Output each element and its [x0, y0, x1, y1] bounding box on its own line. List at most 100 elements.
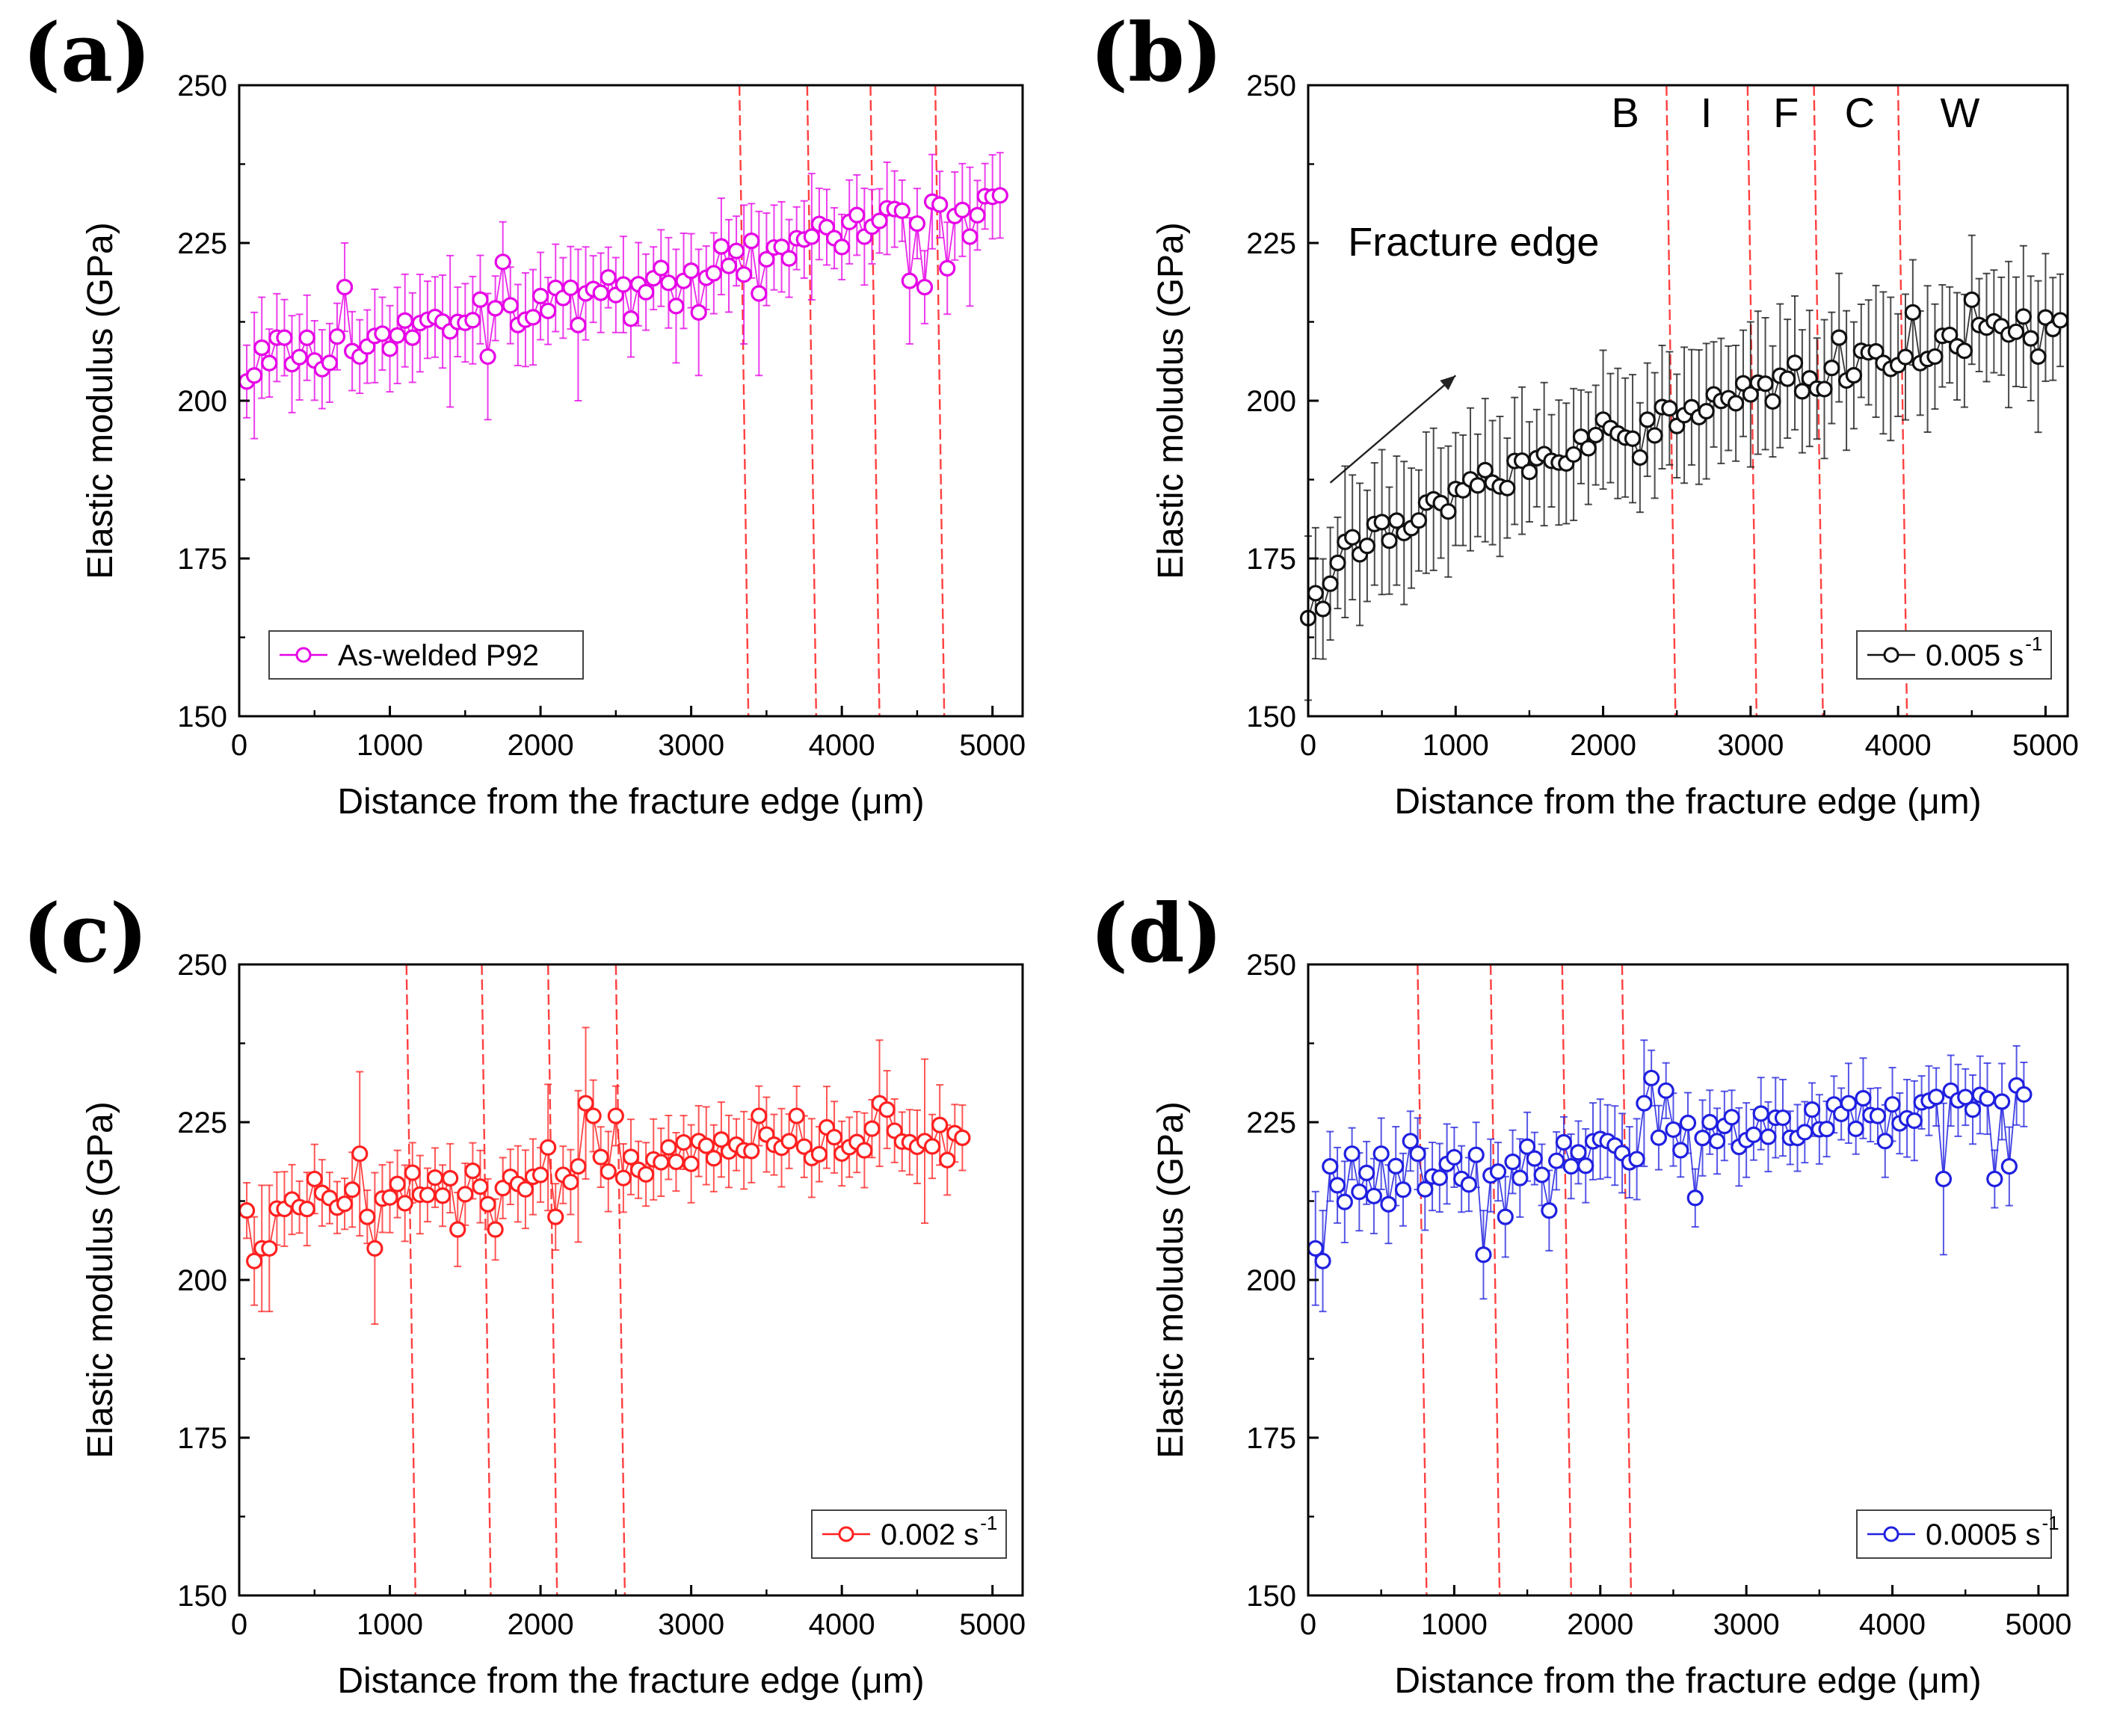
- data-point: [540, 302, 557, 319]
- zone-label: B: [1611, 89, 1639, 136]
- x-tick-label: 1000: [357, 1608, 423, 1641]
- x-tick-label: 4000: [809, 729, 875, 762]
- data-point: [1512, 1169, 1529, 1186]
- x-tick-label: 3000: [1717, 729, 1784, 762]
- data-point: [1587, 426, 1604, 444]
- data-point: [351, 1145, 369, 1163]
- zone-boundary-line: [1813, 84, 1824, 717]
- data-point: [336, 278, 354, 296]
- data-point: [1541, 1202, 1558, 1219]
- legend-superscript: -1: [2041, 1512, 2059, 1534]
- data-point: [1935, 1170, 1953, 1188]
- y-axis-title: Elastic moludus (GPa): [1151, 1101, 1191, 1459]
- data-point: [810, 1145, 828, 1163]
- data-point: [705, 265, 722, 282]
- y-tick-label: 150: [177, 1580, 227, 1613]
- data-point: [848, 206, 866, 224]
- data-point: [1343, 1145, 1361, 1163]
- data-point: [697, 1137, 715, 1154]
- data-point: [517, 1181, 534, 1198]
- y-tick-label: 225: [177, 227, 227, 260]
- data-point: [856, 1142, 873, 1159]
- zone-boundary-line: [738, 84, 750, 717]
- plot-frame: [238, 963, 1024, 1597]
- data-point: [1373, 514, 1390, 531]
- x-tick-label: 5000: [2012, 729, 2079, 762]
- x-tick-label: 0: [1300, 1608, 1316, 1641]
- x-tick-label: 4000: [1859, 1608, 1926, 1641]
- data-point: [939, 1151, 956, 1169]
- data-point: [381, 1189, 398, 1206]
- data-point: [1489, 1163, 1507, 1181]
- data-point: [908, 215, 926, 233]
- data-point: [660, 1139, 677, 1156]
- data-point: [653, 1154, 670, 1171]
- y-tick-label: 200: [177, 1264, 227, 1297]
- y-axis-title: Elastic moludus (GPa): [1151, 222, 1191, 579]
- data-point: [570, 316, 587, 333]
- data-point: [1381, 532, 1398, 550]
- panel-d: (d) 0 1000 2000 3000 4000 5000 150 175 200 225 250 D…: [1090, 887, 2071, 1701]
- data-point: [592, 284, 609, 301]
- data-point: [1876, 1133, 1893, 1150]
- data-point: [878, 1101, 896, 1118]
- y-tick-label: 250: [177, 949, 227, 982]
- data-point: [1446, 1148, 1463, 1166]
- data-point: [1760, 1128, 1777, 1145]
- data-point: [1694, 1130, 1711, 1147]
- data-point: [1650, 1129, 1668, 1146]
- data-point: [1742, 386, 1759, 403]
- x-tick-label: 5000: [959, 729, 1026, 762]
- data-point: [442, 1169, 459, 1187]
- panel-label: (a): [22, 6, 151, 100]
- data-point: [751, 285, 768, 302]
- data-point: [426, 1169, 444, 1186]
- data-point: [1580, 440, 1597, 457]
- legend-marker: [1883, 1526, 1899, 1542]
- data-point: [1728, 395, 1745, 412]
- zone-boundary-line: [1896, 84, 1908, 717]
- zone-boundary-line: [481, 964, 492, 1596]
- data-point: [743, 233, 760, 250]
- y-tick-label: 150: [1246, 1580, 1296, 1613]
- x-tick-label: 2000: [1570, 729, 1636, 762]
- data-point: [1686, 1189, 1704, 1207]
- data-point: [1884, 1096, 1901, 1113]
- annotation-arrow-head: [1440, 375, 1456, 390]
- legend-marker: [295, 647, 312, 663]
- y-tick-label: 150: [1246, 701, 1296, 733]
- data-point: [487, 1221, 504, 1238]
- y-tick-label: 150: [177, 701, 227, 733]
- data-point: [1764, 393, 1781, 410]
- data-point: [261, 354, 278, 372]
- data-point: [238, 1202, 256, 1219]
- data-point: [712, 1131, 730, 1148]
- data-point: [1388, 512, 1405, 529]
- data-point: [863, 1120, 881, 1137]
- data-point: [1314, 1252, 1331, 1269]
- zone-label: F: [1773, 89, 1799, 136]
- data-point: [1562, 1157, 1580, 1175]
- data-point: [1518, 1138, 1536, 1155]
- x-tick-label: 2000: [508, 729, 574, 762]
- data-point: [1636, 1095, 1653, 1112]
- data-point: [434, 1187, 452, 1204]
- x-tick-label: 0: [231, 1608, 247, 1641]
- data-point: [668, 1153, 685, 1171]
- data-point: [487, 300, 504, 317]
- x-tick-label: 1000: [357, 729, 423, 762]
- data-point: [758, 250, 775, 268]
- data-point: [404, 329, 421, 346]
- data-point: [871, 212, 888, 230]
- legend-marker: [1883, 647, 1899, 663]
- data-point: [1372, 1145, 1390, 1163]
- data-point: [825, 1128, 843, 1146]
- data-point: [607, 1107, 624, 1124]
- legend-label: 0.002 s: [881, 1518, 979, 1551]
- data-point: [780, 1133, 798, 1150]
- data-point: [381, 340, 398, 357]
- data-point: [788, 1107, 805, 1124]
- data-point: [585, 1107, 602, 1124]
- zone-boundary-line: [1621, 964, 1633, 1596]
- data-point: [1526, 1150, 1543, 1167]
